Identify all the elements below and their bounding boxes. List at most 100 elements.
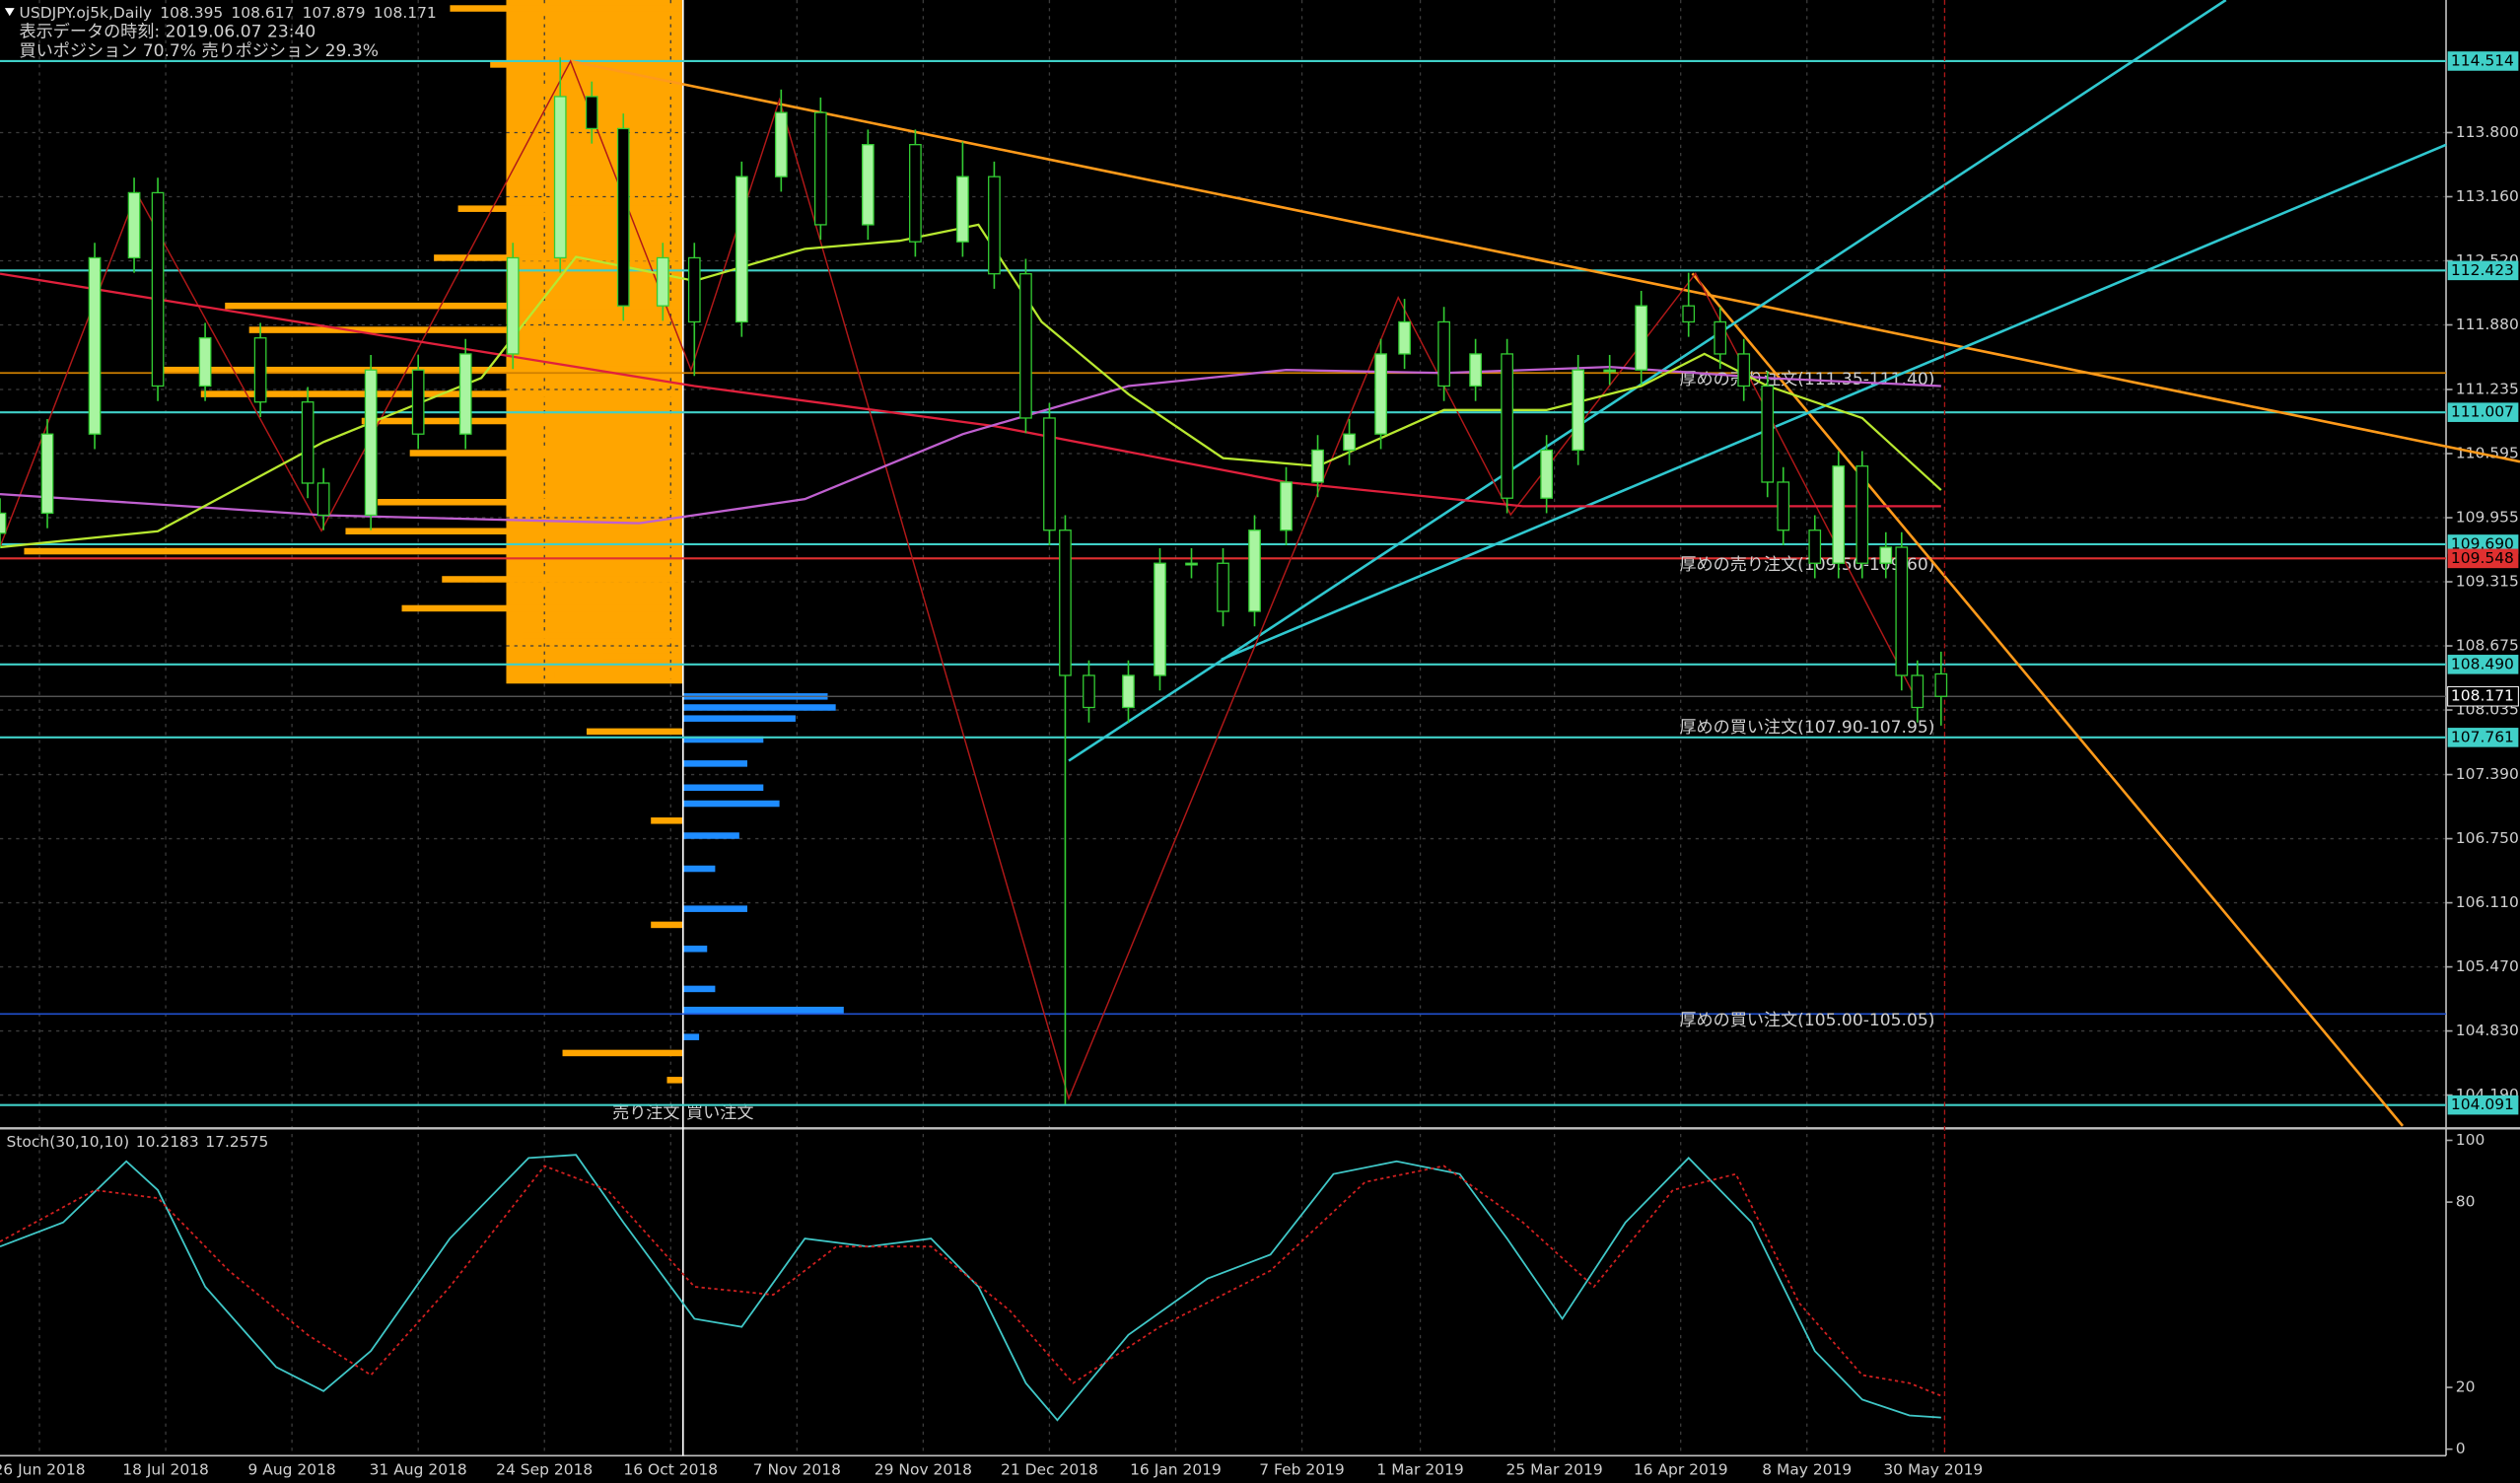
candle-body — [151, 191, 165, 388]
y-tick-label: 113.160 — [2456, 187, 2519, 205]
moving-average — [0, 223, 1942, 549]
y-tick-label: 100 — [2456, 1131, 2485, 1149]
level-label-box — [2447, 655, 2519, 674]
buy-order-bar — [682, 985, 716, 993]
sell-order-bar — [409, 450, 683, 457]
candle-body — [656, 256, 669, 307]
sell-order-bar — [442, 576, 683, 583]
candle-body — [1043, 417, 1056, 531]
x-tick-label: 7 Nov 2018 — [753, 1460, 841, 1478]
candle-body — [88, 256, 102, 435]
candle-body — [1083, 674, 1095, 709]
x-tick-label: 16 Apr 2019 — [1634, 1460, 1728, 1478]
y-tick-label: 20 — [2456, 1378, 2476, 1396]
buy-order-bar — [682, 704, 836, 711]
candle-body — [1248, 530, 1261, 612]
candle-body — [198, 337, 212, 388]
sell-order-bar — [586, 728, 683, 736]
x-tick-label: 30 May 2019 — [1883, 1460, 1983, 1478]
sell-order-bar — [248, 326, 683, 333]
candle-body — [813, 111, 827, 226]
x-tick-label: 24 Sep 2018 — [496, 1460, 593, 1478]
candle-body — [301, 401, 315, 484]
x-tick-label: 16 Oct 2018 — [623, 1460, 718, 1478]
order-book-buy-label: 買い注文 — [686, 1103, 753, 1123]
candle-body — [411, 369, 425, 435]
y-tick-label: 108.675 — [2456, 637, 2519, 655]
x-tick-label: 9 Aug 2018 — [247, 1460, 335, 1478]
level-label: 109.548 — [2451, 549, 2514, 567]
level-label: 104.091 — [2451, 1095, 2514, 1113]
sell-order-bar — [225, 302, 683, 310]
level-label-box — [2447, 548, 2519, 569]
y-tick-label: 111.880 — [2456, 316, 2519, 333]
trend-line — [570, 59, 2520, 463]
candle-body — [1437, 320, 1450, 388]
x-tick-label: 8 May 2019 — [1762, 1460, 1852, 1478]
y-tick-label: 111.235 — [2456, 381, 2519, 398]
candle-body — [862, 144, 875, 226]
level-label-box — [2447, 402, 2519, 422]
candle-body — [1895, 546, 1909, 676]
level-label: 112.423 — [2451, 261, 2514, 279]
order-note: 厚めの売り注文(109.50-109.60) — [1679, 555, 1934, 575]
y-tick-label: 109.955 — [2456, 509, 2519, 527]
order-note: 厚めの買い注文(107.90-107.95) — [1679, 718, 1934, 738]
candle-body — [735, 176, 748, 323]
stoch-title: Stoch(30,10,10) 10.2183 17.2575 — [7, 1133, 269, 1151]
level-label: 108.171 — [2451, 687, 2514, 705]
candle-body — [988, 176, 1001, 275]
buy-order-bar — [682, 736, 764, 743]
y-tick-label: 106.110 — [2456, 893, 2519, 911]
sell-order-bar — [562, 1049, 683, 1057]
y-tick-label: 109.315 — [2456, 573, 2519, 591]
buy-order-bar — [682, 865, 716, 873]
candle-body — [1879, 546, 1893, 564]
stoch-name: Stoch(30,10,10) — [7, 1133, 130, 1151]
chart-title: USDJPY.oj5k,Daily — [20, 4, 153, 22]
sell-order-bar — [401, 604, 683, 612]
candle-body — [316, 482, 330, 517]
candle-body — [1154, 562, 1166, 676]
x-tick-label: 1 Mar 2019 — [1376, 1460, 1463, 1478]
x-tick-label: 25 Mar 2019 — [1506, 1460, 1603, 1478]
sell-order-bar — [651, 921, 683, 929]
buy-order-bar — [682, 1006, 844, 1014]
y-tick-label: 0 — [2456, 1440, 2466, 1457]
sell-order-bar — [651, 817, 683, 824]
chart-subtitle: 表示データの時刻: 2019.06.07 23:40 — [20, 22, 316, 42]
candle-body — [364, 369, 378, 517]
stoch-line — [0, 1165, 1942, 1397]
y-tick-label: 113.800 — [2456, 123, 2519, 141]
stoch-value: 17.2575 — [205, 1133, 268, 1151]
level-label: 114.514 — [2451, 51, 2514, 69]
candle-body — [1832, 465, 1846, 564]
sell-order-bar — [345, 528, 683, 534]
sell-order-bar — [378, 499, 683, 506]
candle-body — [1343, 433, 1356, 452]
y-tick-label: 105.470 — [2456, 957, 2519, 975]
sell-order-bar — [457, 205, 683, 212]
buy-order-bar — [682, 1033, 700, 1040]
level-label-box — [2447, 1095, 2519, 1115]
candle-body — [1398, 320, 1411, 355]
candle-body — [1855, 465, 1869, 564]
candle-body — [40, 433, 54, 515]
candle-body — [585, 96, 598, 130]
order-book-sell-label: 売り注文 — [612, 1103, 679, 1123]
level-label-box — [2447, 685, 2519, 707]
candle-body — [1501, 353, 1513, 499]
candle-body — [1572, 369, 1585, 452]
candle-body — [1911, 674, 1925, 709]
sell-order-bar — [361, 417, 683, 425]
position-ratio: 買いポジション 70.7% 売りポジション 29.3% — [20, 41, 379, 61]
sell-order-bar — [24, 547, 683, 555]
candle-body — [1540, 449, 1553, 499]
sell-order-bar — [506, 85, 683, 93]
x-tick-label: 21 Dec 2018 — [1001, 1460, 1098, 1478]
moving-average — [0, 272, 1941, 508]
buy-order-bar — [682, 784, 764, 792]
y-tick-label: 104.830 — [2456, 1022, 2519, 1039]
x-tick-label: 7 Feb 2019 — [1259, 1460, 1345, 1478]
